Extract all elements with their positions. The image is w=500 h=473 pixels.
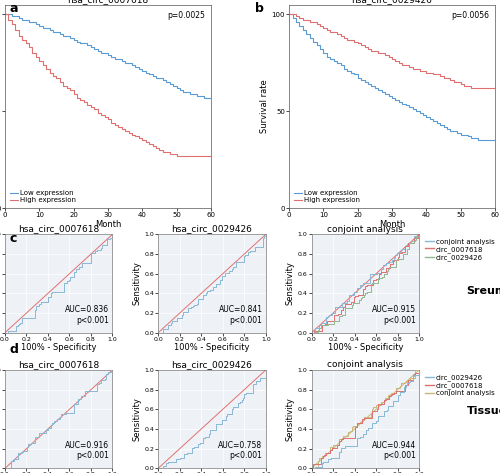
Low expression (475, 138, 481, 143)
High expression (334, 31, 340, 36)
Text: Sreum: Sreum (466, 286, 500, 297)
Title: hsa_circ_0029426: hsa_circ_0029426 (352, 0, 432, 4)
Low expression (91, 44, 97, 50)
Low expression (142, 68, 148, 73)
Line: High expression: High expression (289, 14, 495, 88)
Low expression (376, 85, 382, 91)
Title: hsa_circ_0007618: hsa_circ_0007618 (68, 0, 148, 4)
High expression (468, 85, 474, 91)
Low expression (334, 60, 340, 66)
High expression (22, 41, 28, 46)
Text: AUC=0.916
p<0.001: AUC=0.916 p<0.001 (65, 441, 110, 460)
Low expression (50, 29, 56, 35)
High expression (492, 85, 498, 91)
Low expression (208, 95, 214, 101)
Legend: circ_0029426, circ_0007618, conjoint analysis: circ_0029426, circ_0007618, conjoint ana… (424, 374, 496, 397)
Text: p=0.0025: p=0.0025 (167, 11, 204, 20)
Low expression (2, 11, 8, 17)
Y-axis label: Survival rate: Survival rate (260, 79, 268, 133)
Text: AUC=0.841
p<0.001: AUC=0.841 p<0.001 (218, 306, 262, 325)
High expression (198, 153, 203, 158)
Text: AUC=0.758
p<0.001: AUC=0.758 p<0.001 (218, 441, 262, 460)
Low expression (286, 11, 292, 17)
Low expression (482, 138, 488, 143)
Line: Low expression: Low expression (5, 14, 211, 98)
Title: conjoint analysis: conjoint analysis (328, 225, 404, 234)
Title: hsa_circ_0007618: hsa_circ_0007618 (18, 225, 100, 234)
Y-axis label: Sensitivity: Sensitivity (286, 397, 295, 441)
Text: AUC=0.836
p<0.001: AUC=0.836 p<0.001 (65, 306, 110, 325)
Line: Low expression: Low expression (289, 14, 495, 140)
High expression (286, 11, 292, 17)
High expression (427, 70, 433, 75)
Text: a: a (10, 2, 18, 15)
High expression (376, 48, 382, 54)
Text: b: b (255, 2, 264, 15)
Low expression (22, 18, 28, 23)
Y-axis label: Sensitivity: Sensitivity (132, 397, 141, 441)
Title: hsa_circ_0007618: hsa_circ_0007618 (18, 360, 100, 369)
Title: hsa_circ_0029426: hsa_circ_0029426 (172, 225, 252, 234)
Text: AUC=0.944
p<0.001: AUC=0.944 p<0.001 (372, 441, 416, 460)
High expression (174, 153, 180, 158)
Low expression (194, 93, 200, 98)
X-axis label: 100% - Specificity: 100% - Specificity (174, 343, 250, 352)
Low expression (427, 114, 433, 120)
Low expression (132, 62, 138, 68)
High expression (50, 74, 56, 79)
Text: d: d (10, 343, 19, 356)
High expression (306, 19, 312, 25)
X-axis label: 100% - Specificity: 100% - Specificity (21, 343, 96, 352)
High expression (132, 131, 138, 137)
X-axis label: Month: Month (95, 219, 121, 228)
Low expression (201, 95, 207, 101)
Y-axis label: Sensitivity: Sensitivity (286, 262, 295, 306)
Title: hsa_circ_0029426: hsa_circ_0029426 (172, 360, 252, 369)
Low expression (492, 138, 498, 143)
Text: AUC=0.915
p<0.001: AUC=0.915 p<0.001 (372, 306, 416, 325)
X-axis label: Month: Month (379, 219, 405, 228)
Text: c: c (10, 232, 18, 245)
High expression (2, 11, 8, 17)
High expression (91, 105, 97, 110)
Legend: Low expression, High expression: Low expression, High expression (292, 189, 362, 205)
Y-axis label: Sensitivity: Sensitivity (132, 262, 141, 306)
Line: High expression: High expression (5, 14, 211, 156)
High expression (142, 138, 148, 143)
High expression (416, 66, 422, 71)
Title: conjoint analysis: conjoint analysis (328, 360, 404, 369)
Legend: conjoint analysis, circ_0007618, circ_0029426: conjoint analysis, circ_0007618, circ_00… (424, 238, 496, 262)
High expression (208, 153, 214, 158)
Low expression (306, 35, 312, 41)
High expression (482, 85, 488, 91)
Text: p=0.0056: p=0.0056 (451, 11, 489, 20)
X-axis label: 100% - Specificity: 100% - Specificity (328, 343, 403, 352)
Text: Tissue: Tissue (466, 406, 500, 416)
Low expression (416, 108, 422, 114)
Legend: Low expression, High expression: Low expression, High expression (8, 189, 78, 205)
